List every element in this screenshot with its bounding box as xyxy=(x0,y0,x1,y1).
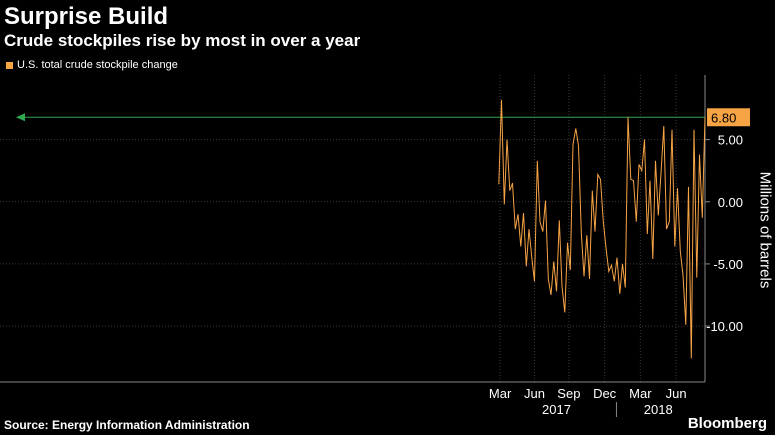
year-label: 2018 xyxy=(644,402,673,417)
y-tick-label: 0.00 xyxy=(718,195,743,210)
series-group xyxy=(498,99,706,359)
y-tick-label: 5.00 xyxy=(718,133,743,148)
legend-swatch xyxy=(6,61,13,69)
x-tick-label: Mar xyxy=(629,386,652,401)
y-axis-title: Millions of barrels xyxy=(756,171,774,289)
axes xyxy=(0,75,710,417)
x-tick-label: Mar xyxy=(489,386,512,401)
legend: U.S. total crude stockpile change xyxy=(6,59,178,71)
x-tick-label: Jun xyxy=(524,386,545,401)
source-note: Source: Energy Information Administratio… xyxy=(4,418,250,432)
chart-title: Surprise Build xyxy=(4,3,169,30)
y-tick-label: -5.00 xyxy=(713,257,743,272)
last-value-badge xyxy=(707,108,750,127)
gridlines xyxy=(0,75,705,382)
brand-logo: Bloomberg xyxy=(687,415,767,432)
x-tick-label: Jun xyxy=(666,386,687,401)
y-tick-label: -10.00 xyxy=(706,319,743,334)
reference-arrow-head xyxy=(16,113,25,122)
reference-line-group xyxy=(16,113,705,122)
series-line xyxy=(498,99,706,359)
chart-subtitle: Crude stockpiles rise by most in over a … xyxy=(4,31,361,50)
x-tick-label: Dec xyxy=(593,386,617,401)
year-label: 2017 xyxy=(542,402,571,417)
x-tick-label: Sep xyxy=(557,386,580,401)
last-value-label: 6.80 xyxy=(711,110,736,125)
legend-label: U.S. total crude stockpile change xyxy=(17,59,178,71)
